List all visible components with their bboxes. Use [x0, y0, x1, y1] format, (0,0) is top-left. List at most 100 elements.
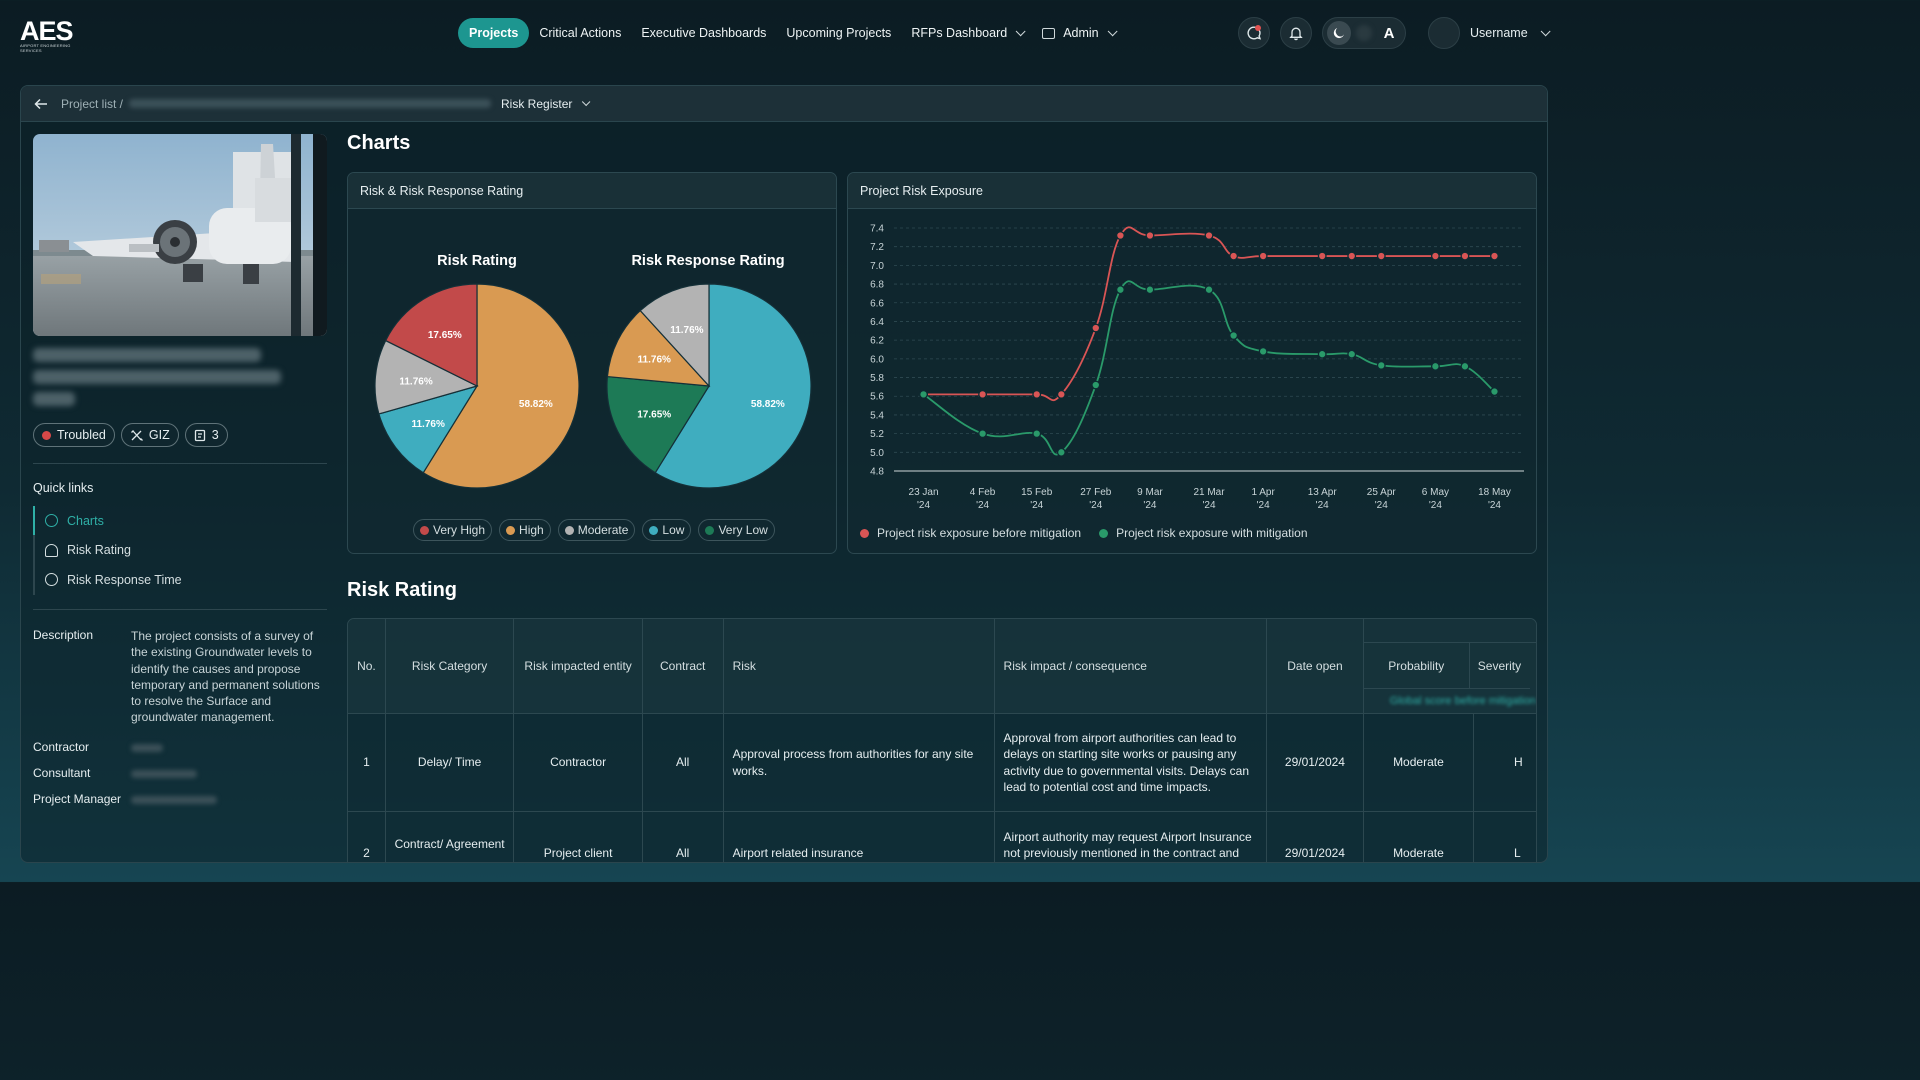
org-badge[interactable]: GIZ	[120, 423, 179, 447]
data-point[interactable]	[1490, 387, 1499, 397]
pie-slice-high[interactable]	[606, 309, 711, 387]
table-row[interactable]: 1 Delay/ Time Contractor All Approval pr…	[348, 713, 1536, 812]
cell-risk: Airport related insurance	[723, 811, 995, 862]
pie-slice-very-low[interactable]	[606, 375, 711, 474]
data-point[interactable]	[1145, 231, 1155, 240]
chat-button[interactable]	[1238, 17, 1270, 49]
nav-critical-actions[interactable]: Critical Actions	[539, 26, 622, 40]
notifications-button[interactable]	[1280, 17, 1312, 49]
data-point[interactable]	[1376, 360, 1386, 370]
quick-link-risk-response-time[interactable]: Risk Response Time	[35, 565, 327, 595]
data-point[interactable]	[1204, 231, 1214, 240]
quick-link-charts[interactable]: Charts	[33, 506, 327, 536]
data-point[interactable]	[1460, 251, 1470, 261]
data-point[interactable]	[1032, 429, 1042, 439]
contractor-value-redacted	[131, 743, 163, 752]
nav-admin[interactable]: Admin	[1032, 18, 1123, 48]
cell-date: 29/01/2024	[1266, 811, 1364, 862]
user-menu[interactable]: Username	[1428, 17, 1551, 49]
risk-exposure-card: Project Risk Exposure 4.8 5.0 5.2 5.4 5.6 5.8…	[847, 172, 1537, 554]
pie-slice-label: 17.65%	[428, 330, 462, 341]
x-tick-label: '24	[1375, 500, 1388, 509]
nav-executive-dashboards[interactable]: Executive Dashboards	[641, 26, 767, 40]
logo-text: AES	[20, 16, 74, 46]
data-point[interactable]	[1091, 323, 1101, 333]
pie-slice-very-high[interactable]	[384, 283, 478, 387]
pie-slice-low[interactable]	[378, 384, 479, 474]
data-point[interactable]	[1229, 251, 1239, 261]
legend-item-low[interactable]: Low	[642, 519, 692, 541]
moon-icon-glyph	[1333, 28, 1344, 39]
nav-rfps-label: RFPs Dashboard	[911, 26, 1008, 40]
legend-item-high[interactable]: High	[499, 519, 551, 541]
project-manager-value-redacted	[131, 796, 217, 805]
project-photo	[33, 134, 327, 336]
quick-link-label: Risk Response Time	[67, 572, 182, 587]
data-point[interactable]	[1115, 231, 1125, 240]
data-point[interactable]	[1347, 349, 1357, 359]
quick-link-label: Risk Rating	[67, 543, 131, 558]
quick-links-title: Quick links	[33, 481, 94, 495]
sun-icon[interactable]	[1356, 25, 1372, 41]
aes-logo[interactable]: AES AIRPORT ENGINEERING SERVICES	[20, 16, 82, 54]
breadcrumb-page-select[interactable]: Risk Register	[501, 97, 591, 111]
data-point[interactable]	[1032, 389, 1042, 399]
legend-item-very-low[interactable]: Very Low	[698, 519, 775, 541]
data-point[interactable]	[1056, 447, 1066, 457]
font-size-icon[interactable]: A	[1383, 24, 1395, 42]
table-row[interactable]: 2 Contract/ Agreement Project client All…	[348, 811, 1536, 862]
legend-swatch	[705, 525, 715, 535]
nav-upcoming-projects[interactable]: Upcoming Projects	[786, 26, 892, 40]
main-panel: Project list / Risk Register	[20, 85, 1548, 863]
pie-legend: Very High High Moderate Low Very Low	[413, 519, 775, 541]
data-point[interactable]	[1229, 331, 1239, 340]
breadcrumb-project-name-redacted[interactable]	[129, 99, 492, 108]
status-badge[interactable]: Troubled	[33, 423, 115, 447]
data-point[interactable]	[1204, 285, 1214, 295]
data-point[interactable]	[1460, 361, 1470, 371]
y-tick-label: 5.8	[870, 373, 884, 384]
nav-projects[interactable]: Projects	[458, 18, 530, 48]
moon-icon[interactable]	[1327, 21, 1351, 45]
pie-slice-moderate[interactable]	[374, 339, 479, 415]
series-line-0	[923, 226, 1495, 402]
main-nav: Projects Critical Actions Executive Dash…	[458, 18, 1124, 48]
data-point[interactable]	[1258, 251, 1268, 261]
data-point[interactable]	[1430, 361, 1440, 371]
x-tick-label: 13 Apr	[1308, 487, 1338, 498]
data-point[interactable]	[1376, 251, 1386, 261]
pie-slice-low[interactable]	[654, 283, 812, 489]
documents-badge[interactable]: 3	[184, 423, 228, 447]
data-point[interactable]	[1091, 380, 1101, 390]
legend-label: Very High	[433, 523, 486, 537]
data-point[interactable]	[1056, 389, 1066, 399]
column-header: Severity	[1469, 643, 1530, 689]
data-point[interactable]	[1115, 285, 1125, 295]
data-point[interactable]	[978, 389, 988, 399]
back-arrow-icon[interactable]	[21, 98, 61, 110]
quick-link-risk-rating[interactable]: Risk Rating	[35, 536, 327, 566]
data-point[interactable]	[919, 389, 928, 399]
data-point[interactable]	[978, 429, 988, 439]
cell-probability: Moderate	[1363, 713, 1475, 812]
pie-slice-high[interactable]	[422, 283, 580, 489]
data-point[interactable]	[1317, 251, 1327, 261]
tools-icon	[130, 429, 143, 441]
breadcrumb-project-list[interactable]: Project list /	[61, 96, 124, 111]
theme-toggle[interactable]: A	[1322, 17, 1406, 49]
data-point[interactable]	[1490, 251, 1499, 261]
x-tick-label: '24	[1089, 500, 1102, 509]
data-point[interactable]	[1317, 349, 1327, 359]
y-tick-label: 6.6	[870, 298, 884, 309]
data-point[interactable]	[1347, 251, 1357, 261]
data-point[interactable]	[1145, 285, 1155, 295]
data-point[interactable]	[1258, 346, 1268, 356]
data-point[interactable]	[1430, 251, 1440, 261]
legend-item-very-high[interactable]: Very High	[413, 519, 493, 541]
pie-slice-moderate[interactable]	[639, 283, 710, 388]
bell-icon	[1289, 27, 1303, 41]
nav-rfps-dashboard[interactable]: RFPs Dashboard	[901, 18, 1032, 48]
y-tick-label: 6.0	[870, 354, 884, 365]
description-label: Description	[33, 628, 94, 642]
legend-item-moderate[interactable]: Moderate	[557, 519, 636, 541]
